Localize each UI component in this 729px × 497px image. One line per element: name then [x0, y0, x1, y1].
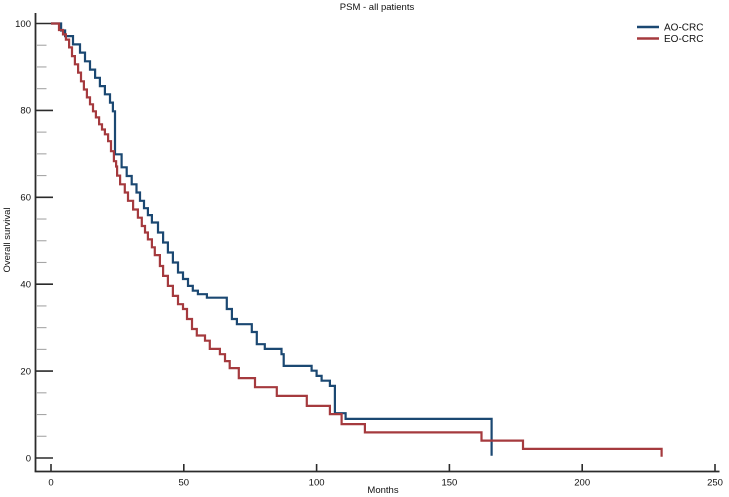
- eo-crc-legend-label: EO-CRC: [664, 34, 703, 45]
- y-tick-label: 100: [15, 19, 31, 30]
- survival-curve-eo-crc: [51, 22, 663, 457]
- axes: 0 20 40 60 80 100 0 50 100 150 200 250: [15, 13, 723, 489]
- y-axis-title: Overall survival: [2, 208, 13, 273]
- x-tick-label: 0: [48, 478, 53, 489]
- x-tick-label: 150: [441, 478, 457, 489]
- y-tick-label: 80: [20, 106, 31, 117]
- x-axis-title: Months: [367, 485, 398, 496]
- x-tick-label: 200: [574, 478, 590, 489]
- chart-title: PSM - all patients: [340, 2, 415, 13]
- y-tick-label: 20: [20, 366, 31, 377]
- legend: AO-CRC EO-CRC: [637, 23, 703, 45]
- x-tick-label: 250: [707, 478, 723, 489]
- x-tick-label: 50: [179, 478, 190, 489]
- x-tick-label: 100: [309, 478, 325, 489]
- survival-curve-ao-crc: [51, 22, 493, 456]
- y-tick-label: 40: [20, 280, 31, 291]
- y-tick-label: 60: [20, 193, 31, 204]
- y-tick-label: 0: [26, 453, 31, 464]
- ao-crc-legend-label: AO-CRC: [664, 23, 703, 34]
- survival-curves: [51, 22, 663, 457]
